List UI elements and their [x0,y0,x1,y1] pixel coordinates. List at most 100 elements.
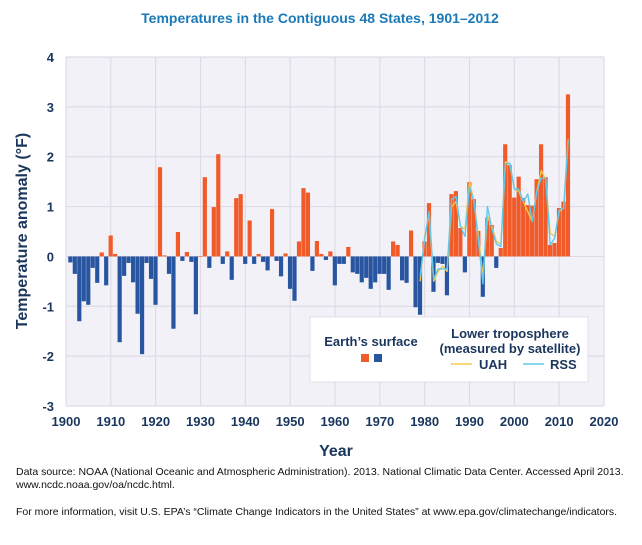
bar-1934 [216,154,221,257]
bar-1957 [319,253,324,257]
bar-1990 [467,182,472,257]
bar-2001 [516,176,521,257]
chart-title: Temperatures in the Contiguous 48 States… [141,10,499,26]
bar-1994 [485,217,490,257]
bar-2007 [543,177,548,257]
x-tick-label: 1900 [52,414,81,429]
bar-1925 [175,231,181,257]
bar-2012 [565,94,571,257]
bar-1945 [265,256,270,271]
bar-1923 [166,256,172,274]
y-tick-label: 1 [47,200,54,215]
bar-1933 [211,207,216,257]
bar-1986 [449,194,454,257]
bar-1970 [377,256,382,274]
y-tick-labels: 4 3 2 1 0 -1 -2 -3 [42,50,54,414]
bar-1999 [507,165,512,257]
bar-2003 [525,205,530,257]
legend-negative-swatch [374,354,382,362]
x-tick-label: 2020 [590,414,619,429]
source-text: Data source: NOAA (National Oceanic and … [16,466,624,491]
bar-1901 [68,256,73,263]
x-tick-label: 1960 [321,414,350,429]
bar-1984 [440,256,445,264]
bar-1913 [122,256,127,276]
bar-2006 [538,144,544,257]
bar-1981 [426,203,432,257]
bar-1962 [341,256,346,264]
bar-1912 [117,256,122,343]
more-info-text: For more information, visit U.S. EPA’s “… [16,506,618,518]
bar-1996 [494,256,499,268]
bar-1995 [489,225,494,257]
bar-1966 [359,256,364,283]
bar-1952 [296,241,302,257]
bar-1915 [131,256,136,283]
bar-1940 [243,256,248,264]
legend-box [309,316,589,383]
bar-1907 [95,256,100,283]
bar-1926 [180,256,185,261]
bar-1909 [104,256,109,286]
bar-1959 [328,251,333,257]
bar-1949 [283,253,288,257]
bar-1989 [462,256,467,273]
bar-1973 [391,241,396,257]
bar-1955 [310,256,315,271]
x-tick-label: 2010 [545,414,574,429]
x-tick-label: 1950 [276,414,305,429]
bar-1904 [81,256,86,302]
bar-1944 [261,256,266,262]
bar-1977 [408,230,414,257]
bar-1908 [99,252,104,257]
bar-1921 [157,167,163,257]
bar-1911 [113,253,118,257]
bar-2004 [530,205,535,257]
y-tick-label: 2 [47,150,54,165]
bar-1975 [400,256,405,281]
bar-1983 [435,256,441,263]
bar-1905 [86,256,91,305]
bar-1931 [202,177,207,257]
bar-1987 [453,191,458,257]
x-tick-label: 1920 [141,414,170,429]
more-info-note: For more information, visit U.S. EPA’s “… [16,506,626,519]
satellite-lines [419,139,569,285]
bar-1967 [364,256,369,278]
bar-1964 [350,256,355,273]
bar-1988 [458,228,463,257]
bar-1927 [184,251,189,257]
bar-1924 [171,256,176,329]
y-tick-label: -2 [42,349,54,364]
bar-1935 [220,256,225,264]
bar-1948 [278,256,284,277]
x-tick-label: 1980 [410,414,439,429]
x-axis-label: Year [319,443,353,460]
bar-1914 [126,256,131,263]
rss-line [419,140,569,285]
bar-1968 [368,256,373,289]
bar-1976 [404,256,409,283]
bar-1928 [189,256,194,262]
y-tick-label: -1 [42,299,54,314]
legend-satellite-label-2: (measured by satellite) [440,341,581,356]
x-tick-label: 1910 [96,414,125,429]
bar-1956 [314,240,320,257]
bar-1979 [417,256,423,315]
bar-1936 [225,251,230,257]
bar-1916 [135,256,140,314]
bar-1985 [444,256,450,296]
bar-1947 [274,256,279,261]
legend-positive-swatch [361,354,369,362]
x-tick-label: 1970 [365,414,394,429]
bar-1941 [247,220,252,257]
x-tick-label: 1930 [186,414,215,429]
legend: Earth’s surface Lower troposphere (measu… [309,316,589,383]
bar-1903 [77,256,82,322]
bar-1960 [332,256,337,286]
legend-uah-label: UAH [479,357,507,372]
bar-1991 [471,199,476,257]
bar-1974 [395,244,400,257]
surface-bars [68,94,571,355]
